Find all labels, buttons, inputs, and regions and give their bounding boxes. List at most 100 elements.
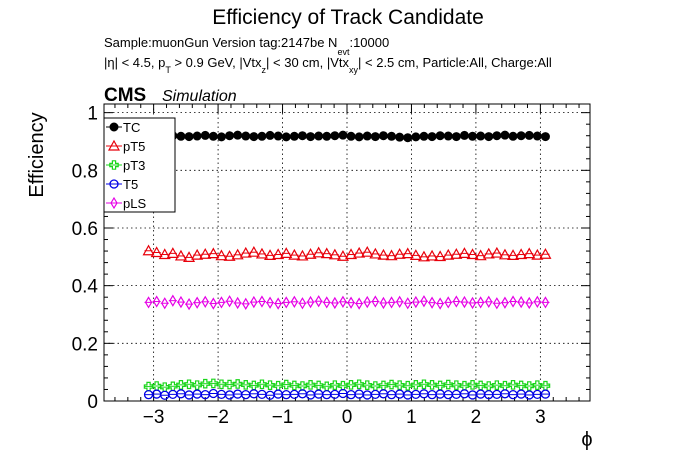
point-pT5-37	[442, 248, 455, 260]
point-pT5-28	[369, 247, 382, 259]
point-pT3-7	[200, 378, 211, 389]
point-pT5-45	[507, 249, 520, 260]
point-pT3-36	[435, 380, 445, 391]
legend-marker-pT3	[109, 160, 119, 170]
point-pT5-7	[199, 247, 212, 259]
point-TC-25	[346, 131, 356, 141]
point-pLS-43	[493, 297, 501, 310]
point-pT5-12	[239, 246, 252, 258]
series-T5	[143, 388, 551, 400]
point-pT3-9	[216, 379, 227, 390]
cut-vtxxy-particle: | < 2.5 cm, Particle:All, Charge:All	[358, 55, 552, 70]
point-pT3-38	[451, 380, 462, 390]
x-tick-label-0: −3	[143, 407, 165, 428]
sample-info-text: Sample:muonGun Version tag:2147be N	[104, 35, 337, 50]
point-TC-20	[306, 132, 316, 142]
point-TC-41	[476, 131, 486, 141]
point-pT5-2	[158, 248, 171, 260]
point-TC-8	[208, 131, 218, 141]
point-TC-34	[419, 131, 429, 141]
point-pLS-24	[339, 295, 347, 308]
point-TC-16	[273, 131, 283, 141]
point-TC-36	[435, 131, 445, 141]
point-pLS-16	[274, 297, 282, 310]
point-pLS-7	[201, 295, 209, 308]
cut-vtxz-vtxxy: | < 30 cm, |Vtx	[266, 55, 349, 70]
point-pLS-25	[347, 296, 355, 309]
point-TC-29	[378, 131, 388, 141]
point-pLS-33	[412, 295, 420, 309]
point-pT5-1	[150, 246, 163, 258]
legend-marker-pLS	[110, 196, 118, 210]
point-TC-23	[330, 131, 340, 141]
point-pT3-5	[184, 379, 194, 390]
point-pT5-20	[304, 247, 317, 259]
legend-label-pT3: pT3	[123, 158, 145, 173]
pt-subscript: T	[165, 65, 171, 75]
point-pT5-26	[353, 246, 366, 258]
point-TC-40	[468, 131, 478, 141]
selection-cuts-line: |η| < 4.5, pT > 0.9 GeV, |Vtxz| < 30 cm,…	[104, 55, 552, 75]
point-TC-22	[322, 131, 332, 141]
point-pT5-47	[523, 247, 536, 259]
point-pT3-25	[346, 380, 356, 390]
point-TC-6	[192, 131, 202, 141]
point-pLS-15	[266, 296, 274, 309]
point-pT5-44	[498, 248, 511, 260]
point-TC-19	[297, 131, 307, 141]
point-pLS-9	[217, 296, 226, 309]
legend-marker-T5	[109, 179, 119, 189]
point-TC-43	[492, 131, 502, 141]
point-pLS-28	[371, 295, 380, 308]
point-TC-7	[200, 130, 210, 140]
y-tick-label-5: 1	[87, 104, 98, 125]
y-axis-label: Efficiency	[26, 112, 48, 197]
point-T5-49	[540, 389, 551, 399]
point-pT5-8	[207, 247, 220, 259]
point-pLS-30	[387, 296, 396, 309]
point-pT3-41	[475, 380, 486, 391]
point-pT5-23	[328, 248, 341, 260]
point-pT3-26	[354, 379, 364, 390]
point-pT5-19	[296, 249, 309, 261]
point-pT3-4	[176, 380, 186, 390]
point-TC-24	[338, 130, 348, 140]
point-TC-14	[257, 131, 267, 141]
point-pLS-5	[185, 297, 193, 311]
vtx-xy-subscript: xy	[349, 65, 359, 75]
point-pT5-24	[336, 250, 349, 261]
point-pLS-40	[468, 296, 477, 310]
axis-ticks: −3 −2 −1 0 1 2 3 0 0.2 0.4 0.6 0.8 1	[72, 104, 590, 428]
legend-label-pT5: pT5	[123, 139, 145, 154]
point-TC-39	[459, 130, 469, 140]
point-pLS-23	[331, 296, 339, 310]
nevt-value: :10000	[349, 35, 389, 50]
point-pT3-48	[532, 380, 543, 390]
point-pT5-34	[417, 250, 430, 262]
point-pT3-30	[386, 379, 397, 390]
point-pT3-20	[305, 380, 316, 390]
x-axis-label: ϕ	[581, 429, 592, 451]
x-tick-label-5: 2	[471, 407, 482, 428]
point-pLS-2	[161, 297, 169, 310]
chart-title: Efficiency of Track Candidate	[212, 6, 484, 29]
point-pT5-48	[531, 248, 544, 260]
legend-label-TC: TC	[123, 120, 140, 135]
point-pT3-8	[208, 378, 219, 389]
point-TC-17	[281, 132, 291, 142]
point-pT3-27	[362, 380, 373, 390]
point-pLS-26	[355, 297, 363, 310]
point-pT5-0	[142, 244, 155, 256]
y-tick-label-4: 0.8	[72, 161, 98, 182]
point-pT3-35	[427, 380, 437, 390]
y-tick-label-1: 0.2	[72, 334, 98, 355]
point-pLS-14	[258, 295, 266, 308]
point-pLS-10	[225, 295, 234, 308]
cut-pt-vtxz: > 0.9 GeV, |Vtx	[171, 55, 262, 70]
point-pT5-22	[320, 247, 333, 259]
y-tick-label-0: 0	[87, 392, 98, 413]
point-TC-27	[362, 131, 372, 141]
point-pT5-46	[515, 248, 528, 260]
point-TC-18	[289, 131, 299, 141]
